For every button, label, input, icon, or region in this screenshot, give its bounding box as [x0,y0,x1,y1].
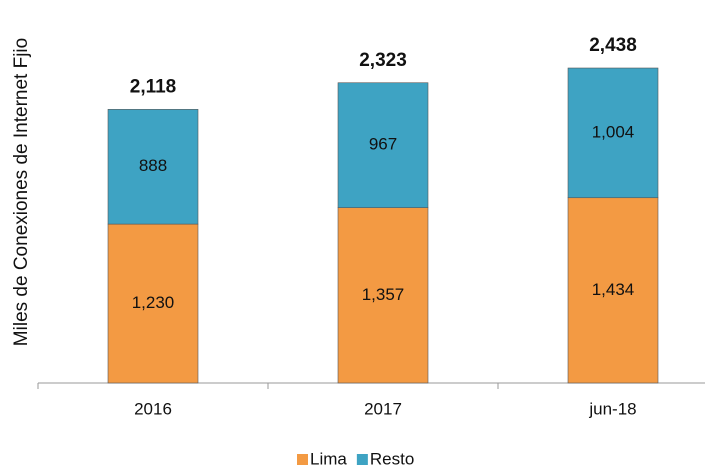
bar-segment [107,109,199,225]
total-label: 2,118 [130,76,177,97]
y-axis-title: Miles de Conexiones de Internet Fjio [11,38,32,346]
legend-label: Resto [370,449,414,468]
bar-segment [337,82,429,208]
value-label: 888 [139,156,167,175]
value-label: 1,230 [132,293,175,312]
x-tick-label: 2016 [134,399,172,418]
bar-segment [337,207,429,384]
legend-swatch [297,454,308,465]
bar-segment [567,197,659,384]
legend-swatch [356,454,368,465]
value-label: 967 [369,135,397,154]
value-label: 1,434 [592,280,635,299]
x-tick-label: 2017 [364,399,402,418]
bar-segment [567,67,659,199]
total-label: 2,438 [589,35,637,56]
total-label: 2,323 [359,50,407,71]
value-label: 1,357 [362,285,405,304]
x-tick-label: jun-18 [588,399,636,418]
bar-segment [107,223,199,384]
value-label: 1,004 [592,122,635,141]
legend-label: Lima [310,449,347,468]
